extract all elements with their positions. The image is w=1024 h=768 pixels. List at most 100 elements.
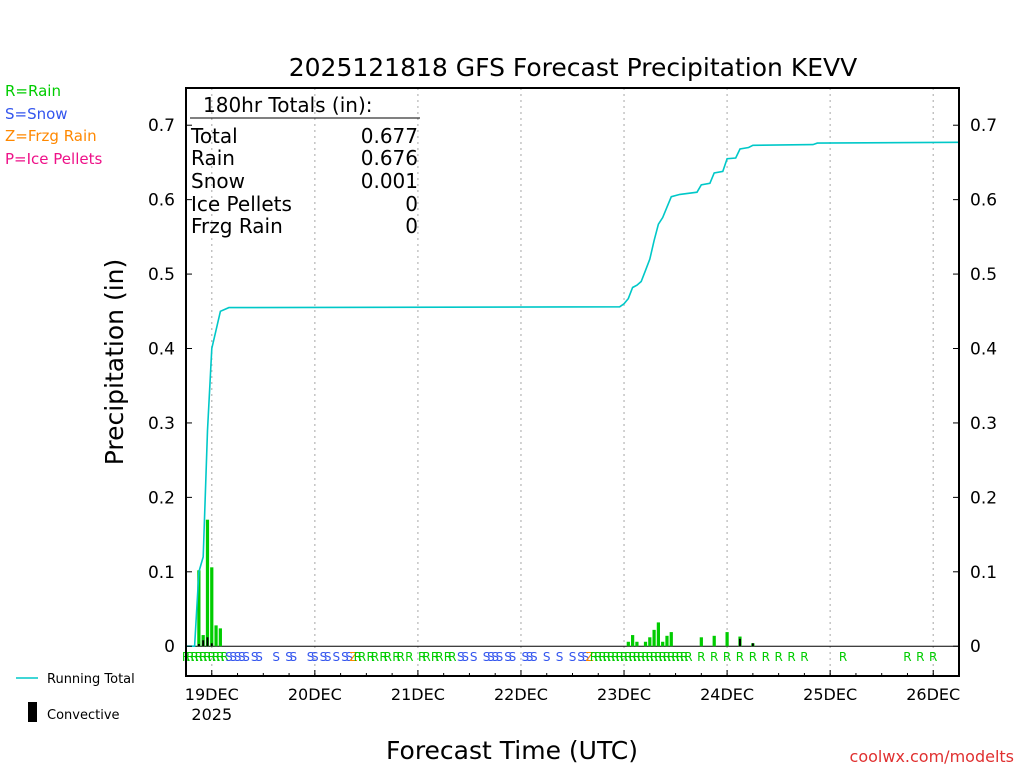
convective-legend-swatch <box>28 702 37 722</box>
x-tick-label: 20DEC <box>288 685 342 704</box>
precip-bar <box>631 635 635 647</box>
x-tick-label: 21DEC <box>391 685 445 704</box>
ptype-marker: R <box>186 650 194 664</box>
ptype-marker: R <box>405 650 413 664</box>
y-tick-label-right: 0.5 <box>970 265 997 285</box>
snow-label: Snow <box>191 169 245 193</box>
ptype-marker: S <box>225 650 233 664</box>
ptype-marker: S <box>290 650 298 664</box>
ptype-marker: R <box>667 650 675 664</box>
ptype-marker: R <box>628 650 636 664</box>
ptype-marker: R <box>903 650 911 664</box>
ptype-marker: R <box>929 650 937 664</box>
ptype-marker: R <box>723 650 731 664</box>
ptype-marker: S <box>307 650 315 664</box>
ice-pellets-value: 0 <box>405 192 418 216</box>
ptype-marker: R <box>431 650 439 664</box>
ptype-marker: S <box>483 650 491 664</box>
precip-bar <box>699 637 703 647</box>
ptype-marker: R <box>676 650 684 664</box>
ptype-marker: S <box>582 650 590 664</box>
convective-bar <box>202 640 205 647</box>
ptype-marker: R <box>358 650 366 664</box>
precip-bar <box>626 641 630 647</box>
precip-bar <box>635 641 639 647</box>
legend-ice-pellets: P=Ice Pellets <box>5 150 102 168</box>
y-tick-label-right: 0.3 <box>970 414 997 434</box>
y-tick-label-left: 0.5 <box>148 265 175 285</box>
ptype-marker: R <box>762 650 770 664</box>
precip-bar <box>210 567 214 647</box>
x-tick-label: 25DEC <box>803 685 857 704</box>
legend-rain: R=Rain <box>5 82 61 100</box>
legend-running-total: Running Total <box>47 672 135 687</box>
ptype-marker: R <box>671 650 679 664</box>
ptype-marker: S <box>345 650 353 664</box>
ptype-marker: R <box>384 650 392 664</box>
convective-bar <box>751 643 754 647</box>
convective-bar <box>210 643 213 647</box>
ptype-marker: S <box>234 650 242 664</box>
y-tick-label-left: 0.6 <box>148 191 175 211</box>
ptype-marker: S <box>285 650 293 664</box>
ptype-marker: R <box>448 650 456 664</box>
totals-box: 180hr Totals (in): Total 0.677 Rain 0.67… <box>190 93 420 238</box>
ptype-marker: S <box>324 650 332 664</box>
ice-pellets-label: Ice Pellets <box>191 192 292 216</box>
y-tick-label-left: 0.4 <box>148 340 175 360</box>
ptype-marker: S <box>543 650 551 664</box>
y-tick-label-left: 0.2 <box>148 488 175 508</box>
ptype-marker: R <box>216 650 224 664</box>
precip-bar <box>214 625 218 647</box>
ptype-marker: R <box>208 650 216 664</box>
ptype-marker: S <box>311 650 319 664</box>
ptype-marker: R <box>392 650 400 664</box>
convective-bar <box>739 638 741 647</box>
y-tick-label-right: 0.7 <box>970 116 997 136</box>
precip-bar <box>656 622 660 647</box>
ptype-marker: S <box>251 650 259 664</box>
ptype-marker: S <box>487 650 495 664</box>
ptype-marker: R <box>354 650 362 664</box>
ptype-marker: R <box>710 650 718 664</box>
x-tick-label: 26DEC <box>906 685 960 704</box>
precip-bar <box>665 635 669 647</box>
y-tick-label-right: 0.2 <box>970 488 997 508</box>
ptype-marker: S <box>272 650 280 664</box>
ptype-marker: S <box>238 650 246 664</box>
ptype-marker: S <box>496 650 504 664</box>
ptype-marker: R <box>749 650 757 664</box>
ptype-marker: R <box>774 650 782 664</box>
ptype-marker: R <box>397 650 405 664</box>
ptype-marker: R <box>435 650 443 664</box>
ptype-marker: R <box>444 650 452 664</box>
ptype-marker: S <box>255 650 263 664</box>
precip-bar <box>652 629 656 647</box>
ptype-marker: S <box>569 650 577 664</box>
ptype-marker: R <box>418 650 426 664</box>
ptype-marker: R <box>659 650 667 664</box>
precip-bar <box>648 637 652 647</box>
x-tick-label: 24DEC <box>700 685 754 704</box>
ptype-marker: R <box>422 650 430 664</box>
totals-header: 180hr Totals (in): <box>203 93 373 117</box>
convective-bar <box>197 643 200 647</box>
running-total-line <box>186 141 960 648</box>
snow-value: 0.001 <box>361 169 418 193</box>
ptype-marker: R <box>787 650 795 664</box>
ptype-marker: S <box>461 650 469 664</box>
ptype-marker: R <box>800 650 808 664</box>
precip-bar <box>643 641 648 647</box>
ptype-marker: S <box>242 650 250 664</box>
ptype-marker: R <box>371 650 379 664</box>
ptype-marker: S <box>229 650 237 664</box>
convective-bar <box>206 637 209 647</box>
ptype-marker: S <box>470 650 478 664</box>
y-tick-label-left: 0.7 <box>148 116 175 136</box>
ptype-marker: R <box>195 650 203 664</box>
precip-bar <box>712 635 716 647</box>
ptype-marker: R <box>594 650 602 664</box>
ptype-marker: R <box>646 650 654 664</box>
ptype-marker: R <box>650 650 658 664</box>
precip-bar <box>205 519 210 647</box>
